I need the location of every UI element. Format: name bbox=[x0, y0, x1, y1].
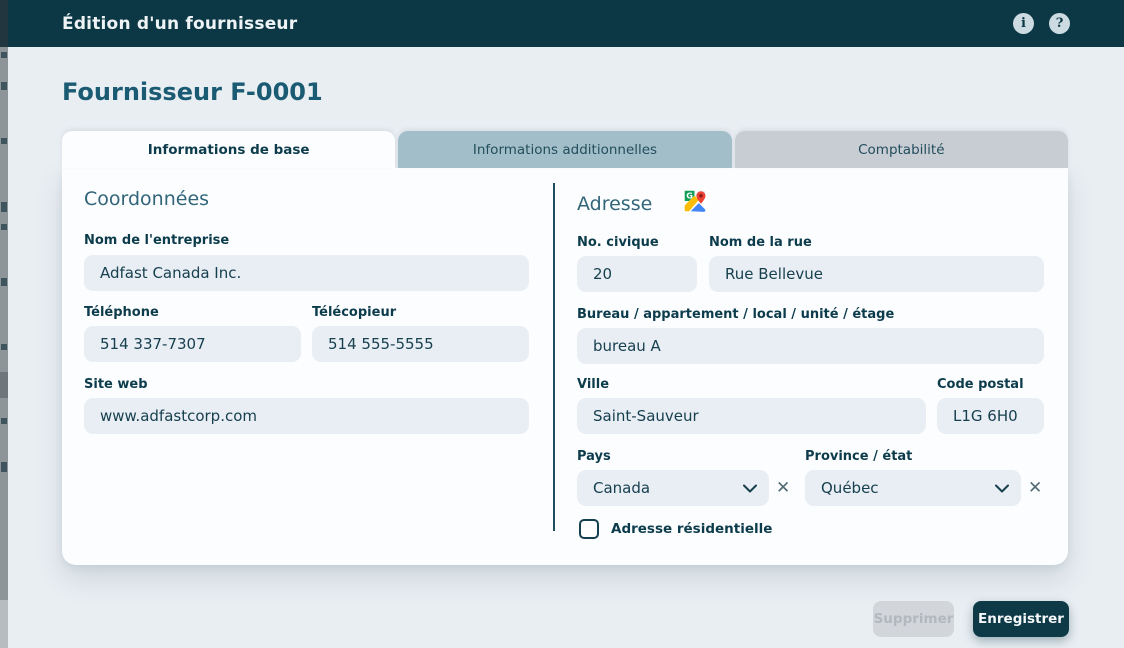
phone-label: Téléphone bbox=[84, 305, 159, 320]
chevron-down-icon bbox=[743, 484, 757, 493]
province-select[interactable]: Québec bbox=[805, 470, 1021, 506]
street-input[interactable] bbox=[709, 256, 1044, 292]
company-label: Nom de l'entreprise bbox=[84, 233, 230, 248]
province-label: Province / état bbox=[805, 449, 913, 464]
country-label: Pays bbox=[577, 449, 611, 464]
residential-checkbox[interactable] bbox=[579, 519, 599, 539]
fax-label: Télécopieur bbox=[312, 305, 397, 320]
postal-label: Code postal bbox=[937, 377, 1024, 392]
tab-informations-de-base[interactable]: Informations de base bbox=[62, 131, 396, 168]
modal-titlebar: Édition d'un fournisseur i ? bbox=[8, 0, 1124, 47]
info-icon[interactable]: i bbox=[1013, 13, 1034, 34]
coordonnees-heading: Coordonnées bbox=[84, 188, 210, 210]
chevron-down-icon bbox=[995, 484, 1009, 493]
adresse-heading: Adresse G bbox=[577, 188, 708, 219]
phone-input[interactable] bbox=[84, 326, 301, 362]
postal-input[interactable] bbox=[937, 398, 1044, 434]
city-label: Ville bbox=[577, 377, 610, 392]
country-select[interactable]: Canada bbox=[577, 470, 769, 506]
column-divider bbox=[553, 183, 555, 531]
tab-bar: Informations de base Informations additi… bbox=[62, 131, 1068, 168]
background-page-strip bbox=[0, 0, 8, 648]
street-label: Nom de la rue bbox=[709, 235, 812, 250]
modal-title: Édition d'un fournisseur bbox=[62, 13, 298, 34]
country-clear-icon[interactable]: ✕ bbox=[776, 478, 791, 498]
city-input[interactable] bbox=[577, 398, 926, 434]
save-button[interactable]: Enregistrer bbox=[973, 601, 1069, 637]
suite-input[interactable] bbox=[577, 328, 1044, 364]
province-clear-icon[interactable]: ✕ bbox=[1028, 478, 1043, 498]
fax-input[interactable] bbox=[312, 326, 529, 362]
delete-button[interactable]: Supprimer bbox=[873, 601, 954, 637]
residential-checkbox-row: Adresse résidentielle bbox=[579, 519, 772, 539]
tab-informations-additionnelles[interactable]: Informations additionnelles bbox=[398, 131, 732, 168]
form-card: Coordonnées Nom de l'entreprise Téléphon… bbox=[62, 168, 1068, 565]
website-label: Site web bbox=[84, 377, 148, 392]
tab-comptabilite[interactable]: Comptabilité bbox=[734, 131, 1068, 168]
residential-checkbox-label: Adresse résidentielle bbox=[611, 521, 773, 537]
page-title: Fournisseur F-0001 bbox=[62, 78, 323, 106]
svg-text:G: G bbox=[687, 190, 694, 200]
google-maps-icon[interactable]: G bbox=[682, 188, 708, 219]
suite-label: Bureau / appartement / local / unité / é… bbox=[577, 307, 895, 322]
civic-label: No. civique bbox=[577, 235, 659, 250]
company-input[interactable] bbox=[84, 255, 529, 291]
help-icon[interactable]: ? bbox=[1049, 13, 1070, 34]
website-input[interactable] bbox=[84, 398, 529, 434]
civic-input[interactable] bbox=[577, 256, 697, 292]
